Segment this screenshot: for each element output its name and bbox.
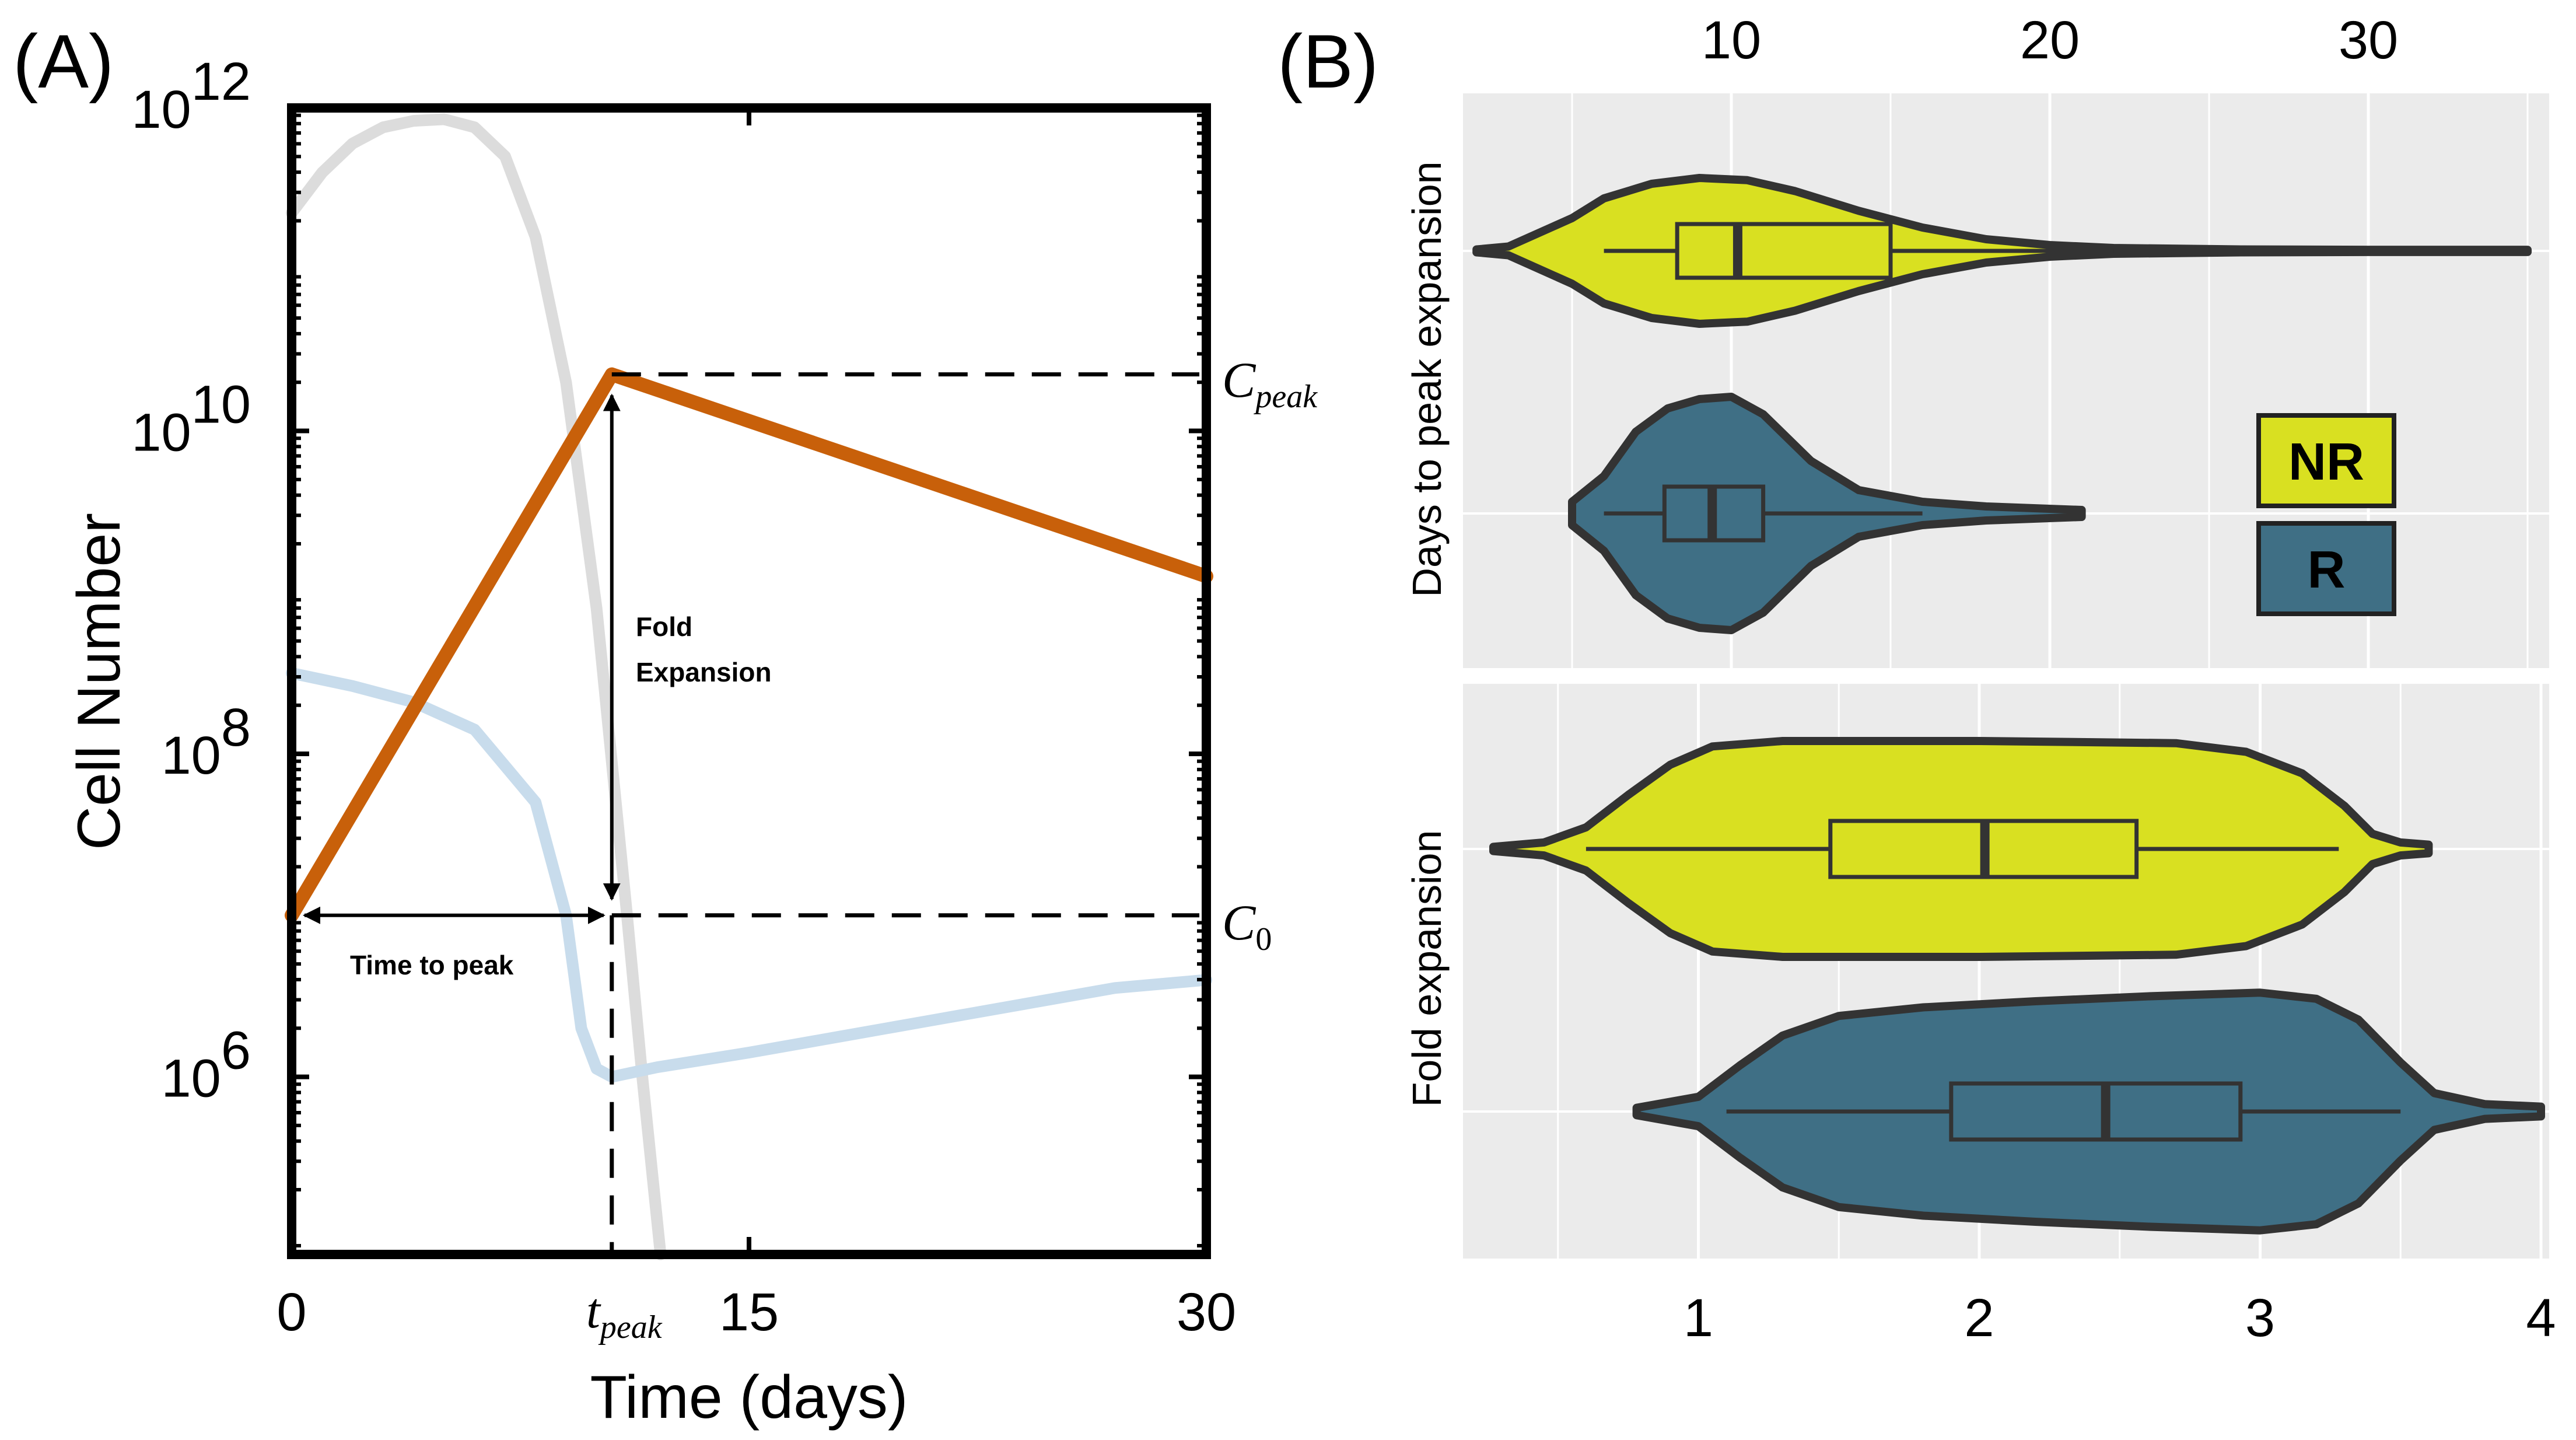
panel-b-label: (B) — [1278, 19, 1378, 104]
y-tick-label: 106 — [161, 1021, 251, 1109]
bottom-subplot-ylabel: Fold expansion — [1404, 830, 1450, 1107]
y-tick-label: 108 — [161, 698, 251, 785]
bottom-axis-tick-label: 3 — [2245, 1288, 2275, 1348]
y-tick-label: 1012 — [131, 52, 251, 139]
bottom-axis-tick-label: 4 — [2526, 1288, 2556, 1348]
legend-swatch-r — [2256, 521, 2396, 616]
legend: NR R — [2256, 413, 2396, 616]
x-tick-label: 0 — [276, 1282, 306, 1342]
x-axis-title: Time (days) — [590, 1364, 908, 1431]
panel-a-ticks — [289, 106, 1209, 1256]
box-r — [1949, 1081, 2243, 1142]
panel-a-tick-labels: 106 108 1010 1012 0 15 30 — [131, 52, 1236, 1342]
panel-a: (A) Fold Expansion Time to peak Cpeak C0… — [13, 19, 1318, 1431]
fold-expansion-label: Fold — [636, 611, 692, 642]
series-line-light-blue — [286, 667, 1212, 1083]
panel-b-violins — [1472, 174, 2545, 1235]
top-axis-tick-label: 10 — [1702, 11, 1761, 70]
top-axis-tick-label: 30 — [2339, 11, 2398, 70]
c-peak-label: Cpeak — [1222, 352, 1318, 415]
top-axis-tick-label: 20 — [2020, 11, 2080, 70]
top-subplot-ylabel: Days to peak expansion — [1404, 161, 1450, 597]
series-line-grey — [286, 113, 667, 1260]
time-to-peak-label: Time to peak — [350, 950, 514, 980]
x-tick-label: 15 — [719, 1282, 779, 1342]
t-peak-label: tpeak — [586, 1282, 663, 1345]
y-tick-label: 1010 — [131, 375, 251, 463]
legend-swatch-nr — [2256, 413, 2396, 508]
panel-a-label: (A) — [13, 19, 114, 104]
bottom-axis-tick-label: 2 — [1964, 1288, 1994, 1348]
bottom-axis-tick-label: 1 — [1684, 1288, 1713, 1348]
series-line-orange — [285, 367, 1213, 922]
c-zero-label: C0 — [1222, 894, 1272, 957]
fold-expansion-label-2: Expansion — [636, 657, 772, 687]
y-axis-title: Cell Number — [65, 513, 133, 850]
legend-label-r: R — [2308, 541, 2346, 599]
panel-b: (B) 10 20 30 1 2 3 4 Days to peak expansion Fo… — [1278, 11, 2556, 1348]
panel-b-tick-labels: 10 20 30 1 2 3 4 — [1684, 11, 2556, 1348]
x-tick-label: 30 — [1177, 1282, 1236, 1342]
legend-label-nr: NR — [2288, 433, 2364, 491]
box-nr — [1675, 222, 1893, 280]
